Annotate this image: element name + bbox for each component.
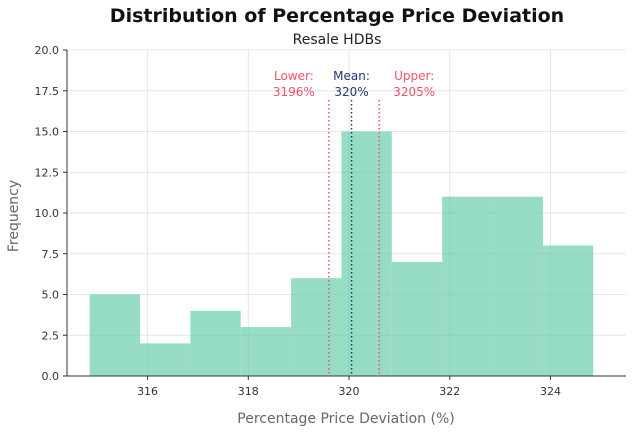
x-axis-label: Percentage Price Deviation (%) xyxy=(237,411,454,427)
axes-layer xyxy=(63,49,626,380)
y-tick-label: 2.5 xyxy=(42,329,60,342)
x-tick-label: 322 xyxy=(439,385,460,398)
x-tick-label: 324 xyxy=(540,385,561,398)
histogram-bar xyxy=(240,327,292,376)
histogram-bar xyxy=(291,278,342,376)
histogram-bar xyxy=(542,245,594,376)
y-tick-label: 15.0 xyxy=(35,126,60,139)
y-tick-label: 0.0 xyxy=(42,370,60,383)
y-tick-label: 12.5 xyxy=(35,166,60,179)
reference-lines-layer: Lower: 3196% Mean: 320% Upper: 3205% xyxy=(273,69,435,376)
mean-label-value: 320% xyxy=(334,85,368,99)
x-tick-label: 316 xyxy=(137,385,158,398)
mean-label-title: Mean: xyxy=(333,69,370,83)
histogram-bar xyxy=(391,261,443,376)
lower-label-title: Lower: xyxy=(274,69,314,83)
y-tick-label: 20.0 xyxy=(35,44,60,57)
chart-title: Distribution of Percentage Price Deviati… xyxy=(110,5,564,27)
upper-label-title: Upper: xyxy=(394,69,434,83)
lower-label-value: 3196% xyxy=(273,85,315,99)
y-tick-label: 7.5 xyxy=(42,248,60,261)
histogram-bar xyxy=(442,196,493,376)
y-tick-label: 17.5 xyxy=(35,85,60,98)
histogram-bar xyxy=(89,294,141,376)
bars-layer xyxy=(89,131,594,376)
y-axis-label: Frequency xyxy=(6,180,22,252)
histogram-bar xyxy=(341,131,392,376)
tick-labels-layer: 0.0 2.5 5.0 7.5 10.0 12.5 15.0 17.5 20.0 316 318 32… xyxy=(35,44,561,398)
histogram-bar xyxy=(140,343,191,376)
y-tick-label: 5.0 xyxy=(42,289,60,302)
histogram-bar xyxy=(492,196,543,376)
chart-subtitle: Resale HDBs xyxy=(293,32,382,48)
x-tick-label: 320 xyxy=(339,385,360,398)
y-tick-label: 10.0 xyxy=(35,207,60,220)
x-tick-label: 318 xyxy=(238,385,259,398)
histogram-bar xyxy=(190,310,241,376)
upper-label-value: 3205% xyxy=(393,85,435,99)
